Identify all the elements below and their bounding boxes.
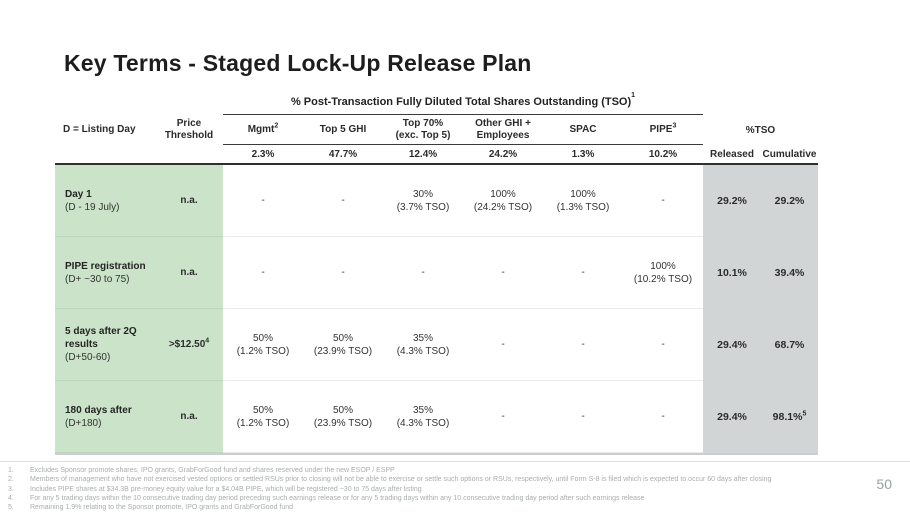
footnote-divider	[0, 461, 910, 462]
data-cell: -	[623, 309, 703, 381]
row-label-cell: Day 1 (D - 19 July)	[55, 165, 155, 237]
data-cell: 100% (10.2% TSO)	[623, 237, 703, 309]
price-threshold-header: Price Threshold	[164, 117, 214, 141]
table-row: Day 1 (D - 19 July) n.a. - - 30% (3.7% TS…	[55, 165, 818, 237]
table-row: PIPE registration (D+ ~30 to 75) n.a. - …	[55, 237, 818, 309]
column-pct: 2.3%	[251, 148, 275, 160]
data-cell: -	[303, 237, 383, 309]
footnote-text: Members of management who have not exerc…	[30, 476, 772, 484]
cumulative-cell: 39.4%	[761, 237, 818, 309]
cumulative-cell: 29.2%	[761, 165, 818, 237]
data-cell: -	[543, 309, 623, 381]
row-label: Day 1	[65, 188, 92, 200]
column-header-mgmt: Mgmt2	[223, 115, 303, 145]
data-cell: -	[463, 309, 543, 381]
table-row: 180 days after (D+180) n.a. 50% (1.2% TSO…	[55, 381, 818, 453]
footnote-item: 4. For any 5 trading days within the 10 …	[8, 494, 868, 503]
footnote-item: 2. Members of management who have not ex…	[8, 475, 868, 484]
cumulative-header: Cumulative	[762, 148, 817, 160]
footnote-text: Includes PIPE shares at $34.3B pre-money…	[30, 485, 422, 493]
data-cell: 100% (1.3% TSO)	[543, 165, 623, 237]
column-pct: 24.2%	[488, 148, 518, 160]
footnote-number: 1.	[8, 467, 14, 474]
cumulative-cell: 68.7%	[761, 309, 818, 381]
row-label-cell: 180 days after (D+180)	[55, 381, 155, 453]
footnote-number: 4.	[8, 494, 14, 502]
footnote-number: 3.	[8, 485, 14, 493]
row-sublabel: (D - 19 July)	[65, 201, 120, 213]
table-header: D = Listing Day Price Threshold % Post-T…	[55, 92, 818, 165]
footnote-text: Excludes Sponsor promote shares, IPO gra…	[30, 467, 395, 474]
data-cell: 50% (23.9% TSO)	[303, 309, 383, 381]
table-body: Day 1 (D - 19 July) n.a. - - 30% (3.7% TS…	[55, 165, 818, 455]
column-pct: 47.7%	[328, 148, 358, 160]
footnote-item: 5. Remaining 1.9% relating to the Sponso…	[8, 503, 868, 512]
released-cell: 29.4%	[703, 381, 761, 453]
released-cell: 10.1%	[703, 237, 761, 309]
row-sublabel: (D+50-60)	[65, 352, 111, 363]
footnote-item: 1. Excludes Sponsor promote shares, IPO …	[8, 466, 868, 475]
column-pct: 1.3%	[571, 148, 595, 160]
released-cell: 29.2%	[703, 165, 761, 237]
data-cell: -	[463, 237, 543, 309]
data-cell: 35% (4.3% TSO)	[383, 309, 463, 381]
tso-group-header: %TSO	[745, 124, 776, 136]
column-header-top70: Top 70% (exc. Top 5)	[383, 115, 463, 145]
price-threshold-cell: n.a.	[155, 381, 223, 453]
data-cell: -	[543, 381, 623, 453]
data-cell: -	[623, 381, 703, 453]
data-cell: 35% (4.3% TSO)	[383, 381, 463, 453]
group-header-text: % Post-Transaction Fully Diluted Total S…	[290, 96, 632, 108]
lockup-table: D = Listing Day Price Threshold % Post-T…	[55, 92, 818, 455]
data-cell: -	[303, 165, 383, 237]
page-title: Key Terms - Staged Lock-Up Release Plan	[64, 50, 532, 76]
data-cell: 50% (1.2% TSO)	[223, 381, 303, 453]
data-cell: -	[543, 237, 623, 309]
price-threshold-cell: n.a.	[155, 237, 223, 309]
footnote-text: For any 5 trading days within the 10 con…	[30, 494, 645, 502]
row-label-cell: 5 days after 2Q results (D+50-60)	[55, 309, 155, 381]
row-label: 180 days after	[65, 404, 132, 416]
row-label-cell: PIPE registration (D+ ~30 to 75)	[55, 237, 155, 309]
data-cell: -	[463, 381, 543, 453]
row-sublabel: (D+ ~30 to 75)	[65, 273, 130, 285]
row-label: 5 days after 2Q results	[65, 326, 137, 350]
data-cell: 100% (24.2% TSO)	[463, 165, 543, 237]
price-threshold-cell: n.a.	[155, 165, 223, 237]
data-cell: 50% (1.2% TSO)	[223, 309, 303, 381]
footnotes: 1. Excludes Sponsor promote shares, IPO …	[8, 466, 868, 512]
column-header-spac: SPAC	[543, 115, 623, 145]
page-number: 50	[876, 476, 892, 492]
data-cell: 30% (3.7% TSO)	[383, 165, 463, 237]
data-cell: -	[623, 165, 703, 237]
released-cell: 29.4%	[703, 309, 761, 381]
column-pct: 10.2%	[648, 148, 678, 160]
data-cell: 50% (23.9% TSO)	[303, 381, 383, 453]
footnote-number: 5.	[8, 504, 14, 512]
row-label: PIPE registration	[65, 260, 146, 272]
footnote-item: 3. Includes PIPE shares at $34.3B pre-mo…	[8, 485, 868, 494]
footnote-text: Remaining 1.9% relating to the Sponsor p…	[30, 504, 294, 512]
price-threshold-cell: >$12.504	[155, 309, 223, 381]
listing-day-header: D = Listing Day	[63, 124, 136, 135]
column-pct: 12.4%	[408, 148, 438, 160]
released-header: Released	[710, 148, 754, 160]
column-header-pipe: PIPE3	[623, 115, 703, 145]
footnote-number: 2.	[8, 476, 14, 484]
column-header-other-ghi: Other GHI + Employees	[463, 115, 543, 145]
group-header: % Post-Transaction Fully Diluted Total S…	[223, 92, 703, 115]
data-cell: -	[223, 237, 303, 309]
data-cell: -	[223, 165, 303, 237]
cumulative-cell: 98.1%5	[761, 381, 818, 453]
column-header-top5ghi: Top 5 GHI	[303, 115, 383, 145]
data-cell: -	[383, 237, 463, 309]
row-sublabel: (D+180)	[65, 417, 102, 429]
table-row: 5 days after 2Q results (D+50-60) >$12.5…	[55, 309, 818, 381]
